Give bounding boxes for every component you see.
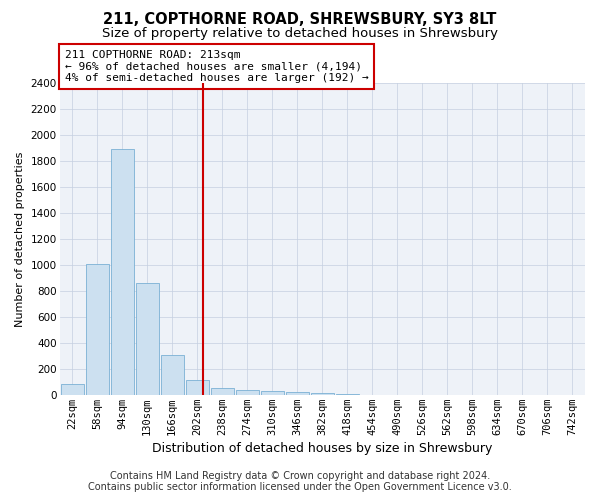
Bar [161,354,184,395]
Bar [211,388,234,395]
Text: 211 COPTHORNE ROAD: 213sqm
← 96% of detached houses are smaller (4,194)
4% of se: 211 COPTHORNE ROAD: 213sqm ← 96% of deta… [65,50,368,83]
Text: 211, COPTHORNE ROAD, SHREWSBURY, SY3 8LT: 211, COPTHORNE ROAD, SHREWSBURY, SY3 8LT [103,12,497,28]
Bar [185,380,209,395]
Y-axis label: Number of detached properties: Number of detached properties [15,152,25,326]
Text: Size of property relative to detached houses in Shrewsbury: Size of property relative to detached ho… [102,28,498,40]
Bar [336,394,359,395]
Bar [86,264,109,395]
Bar [261,391,284,395]
Bar [61,384,83,395]
Bar [286,392,309,395]
Bar [110,150,134,395]
Text: Contains HM Land Registry data © Crown copyright and database right 2024.
Contai: Contains HM Land Registry data © Crown c… [88,471,512,492]
X-axis label: Distribution of detached houses by size in Shrewsbury: Distribution of detached houses by size … [152,442,493,455]
Bar [136,283,158,395]
Bar [236,390,259,395]
Bar [311,394,334,395]
